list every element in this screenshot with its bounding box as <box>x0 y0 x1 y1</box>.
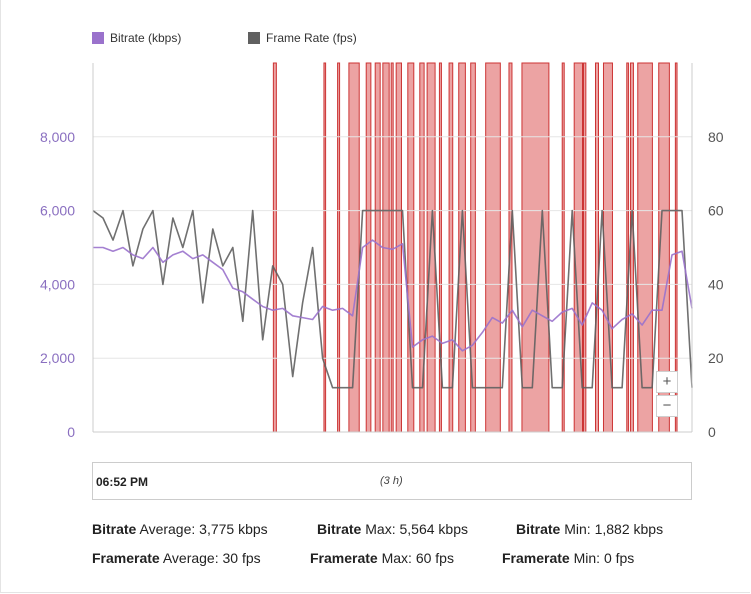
highlight-band-7 <box>390 62 394 433</box>
stat-metric: Bitrate <box>317 521 362 537</box>
highlight-band-26 <box>637 62 653 433</box>
stat-kind: Average: <box>139 521 196 537</box>
stat-metric: Bitrate <box>92 521 137 537</box>
zoom-in-button[interactable]: + <box>656 371 678 393</box>
legend-bitrate-swatch <box>92 32 104 44</box>
stat-value: 30 fps <box>222 550 261 566</box>
highlight-band-16 <box>485 62 501 433</box>
legend-framerate-swatch <box>248 32 260 44</box>
left-axis-tick-label: 2,000 <box>40 350 75 366</box>
highlight-band-22 <box>594 62 599 433</box>
stat-metric: Bitrate <box>516 521 561 537</box>
highlight-band-24 <box>626 62 629 433</box>
right-axis-tick-label: 0 <box>708 424 716 440</box>
stat-value: 0 fps <box>603 550 635 566</box>
zoom-out-button[interactable]: − <box>656 395 678 417</box>
legend-framerate-label: Frame Rate (fps) <box>266 31 357 45</box>
left-axis-tick-label: 6,000 <box>40 203 75 219</box>
stat-framerate-max: Framerate Max: 60 fps <box>310 550 454 566</box>
highlight-band-3 <box>348 62 360 433</box>
stat-bitrate-min: Bitrate Min: 1,882 kbps <box>516 521 663 537</box>
right-axis-tick-label: 60 <box>708 203 724 219</box>
left-axis-tick-label: 0 <box>67 424 75 440</box>
stat-kind: Max: <box>381 550 412 566</box>
highlight-band-21 <box>583 62 587 433</box>
stat-value: 60 fps <box>415 550 454 566</box>
legend-bitrate-label: Bitrate (kbps) <box>110 31 182 45</box>
stat-value: 1,882 kbps <box>594 521 664 537</box>
right-axis-tick-label: 80 <box>708 129 724 145</box>
left-axis-tick-label: 8,000 <box>40 129 75 145</box>
stat-value: 3,775 kbps <box>199 521 268 537</box>
navigator-start-time: 06:52 PM <box>96 475 149 489</box>
stat-bitrate-max: Bitrate Max: 5,564 kbps <box>317 521 468 537</box>
stat-metric: Framerate <box>92 550 160 566</box>
stat-bitrate-average: Bitrate Average: 3,775 kbps <box>92 521 268 537</box>
highlight-band-13 <box>448 62 454 433</box>
stat-metric: Framerate <box>310 550 378 566</box>
highlight-band-5 <box>374 62 381 433</box>
stat-kind: Min: <box>564 521 591 537</box>
stat-value: 5,564 kbps <box>399 521 468 537</box>
series-line-bitrate <box>93 239 693 352</box>
stat-kind: Min: <box>573 550 601 566</box>
highlight-band-0 <box>272 62 277 433</box>
highlight-band-1 <box>323 62 327 433</box>
stat-kind: Average: <box>162 550 219 566</box>
highlight-band-25 <box>629 62 634 433</box>
series-line-framerate <box>92 209 693 389</box>
highlight-band-2 <box>337 62 341 433</box>
stat-framerate-average: Framerate Average: 30 fps <box>92 550 261 566</box>
right-axis-tick-label: 40 <box>708 276 724 292</box>
time-navigator[interactable]: 06:52 PM (3 h) <box>92 462 692 500</box>
stat-metric: Framerate <box>502 550 570 566</box>
legend-framerate[interactable]: Frame Rate (fps) <box>248 31 357 45</box>
navigator-duration: (3 h) <box>380 475 403 487</box>
highlight-band-4 <box>365 62 372 433</box>
right-axis-tick-label: 20 <box>708 350 724 366</box>
legend-bitrate[interactable]: Bitrate (kbps) <box>92 31 181 45</box>
highlight-band-9 <box>407 62 415 433</box>
left-axis-tick-label: 4,000 <box>40 276 75 292</box>
stat-framerate-min: Framerate Min: 0 fps <box>502 550 634 566</box>
stat-kind: Max: <box>365 521 396 537</box>
